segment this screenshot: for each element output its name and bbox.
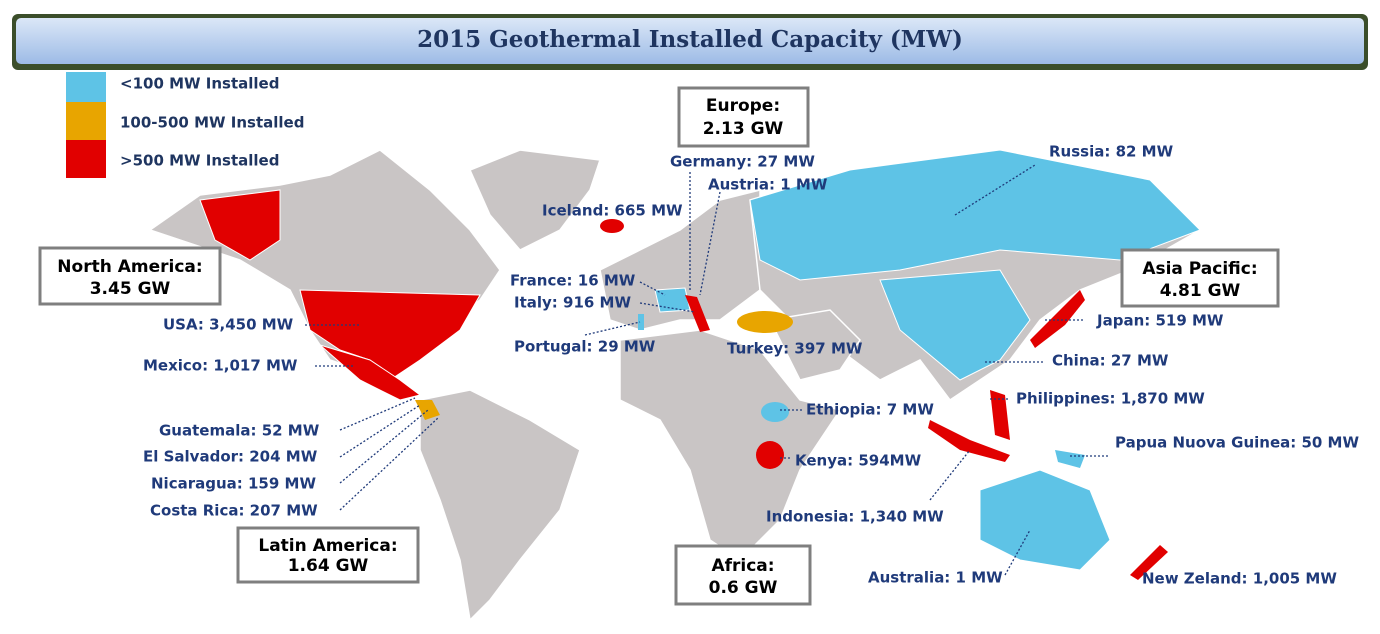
- country-label: New Zeland: 1,005 MW: [1142, 570, 1337, 588]
- title: 2015 Geothermal Installed Capacity (MW): [417, 26, 963, 53]
- region-total: 4.81 GW: [1160, 281, 1241, 301]
- region-name: Europe:: [706, 96, 780, 116]
- country-label: Guatemala: 52 MW: [159, 422, 320, 440]
- country-label: Papua Nuova Guinea: 50 MW: [1115, 434, 1359, 452]
- region-name: Asia Pacific:: [1142, 259, 1257, 279]
- legend: <100 MW Installed 100-500 MW Installed >…: [66, 72, 304, 178]
- region-total: 3.45 GW: [90, 279, 171, 299]
- country-label: USA: 3,450 MW: [163, 316, 294, 334]
- country-label: China: 27 MW: [1052, 352, 1169, 370]
- country-label: Italy: 916 MW: [514, 294, 631, 312]
- country-label: Iceland: 665 MW: [542, 202, 683, 220]
- country-label: Turkey: 397 MW: [727, 340, 863, 358]
- country-label: France: 16 MW: [510, 272, 636, 290]
- country-label: Portugal: 29 MW: [514, 338, 656, 356]
- legend-label: 100-500 MW Installed: [120, 114, 304, 132]
- world-map: [148, 149, 1202, 622]
- legend-swatch: [66, 140, 106, 178]
- region-total: 1.64 GW: [288, 556, 369, 576]
- country-label: Kenya: 594MW: [795, 452, 922, 470]
- region-total: 0.6 GW: [709, 578, 778, 598]
- country-label: El Salvador: 204 MW: [143, 448, 318, 466]
- region-name: Latin America:: [258, 536, 397, 556]
- region-boxes: Europe: 2.13 GW North America: 3.45 GW A…: [38, 86, 1280, 606]
- title-bar: [16, 18, 1364, 64]
- country-label: Germany: 27 MW: [670, 153, 815, 171]
- country-labels: Germany: 27 MW Austria: 1 MW Iceland: 66…: [143, 143, 1359, 588]
- leader-lines: [305, 164, 1110, 576]
- legend-swatch: [66, 102, 106, 140]
- region-total: 2.13 GW: [703, 119, 784, 139]
- country-label: Costa Rica: 207 MW: [150, 502, 318, 520]
- legend-label: >500 MW Installed: [120, 152, 279, 170]
- country-label: Ethiopia: 7 MW: [806, 401, 934, 419]
- country-label: Russia: 82 MW: [1049, 143, 1174, 161]
- legend-swatch: [66, 72, 106, 102]
- country-label: Austria: 1 MW: [708, 176, 828, 194]
- legend-label: <100 MW Installed: [120, 75, 279, 93]
- country-label: Philippines: 1,870 MW: [1016, 390, 1205, 408]
- region-name: North America:: [57, 257, 202, 277]
- country-label: Nicaragua: 159 MW: [151, 475, 316, 493]
- region-name: Africa:: [711, 556, 774, 576]
- country-label: Indonesia: 1,340 MW: [766, 508, 944, 526]
- country-label: Mexico: 1,017 MW: [143, 357, 298, 375]
- country-label: Japan: 519 MW: [1096, 312, 1224, 330]
- country-label: Australia: 1 MW: [868, 569, 1003, 587]
